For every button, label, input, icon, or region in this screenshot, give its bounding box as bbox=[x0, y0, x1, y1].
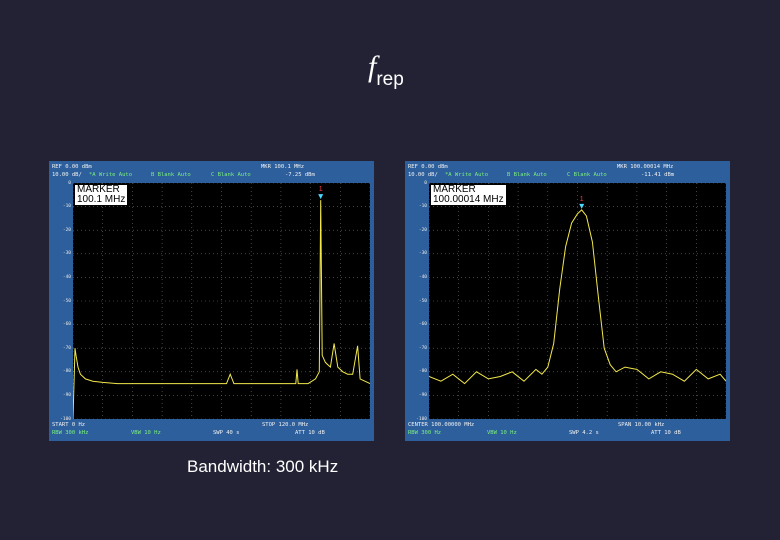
y-tick-label: -60 bbox=[418, 322, 427, 328]
spectrum-trace bbox=[73, 200, 370, 419]
y-tick-label: -10 bbox=[62, 204, 71, 210]
attenuation: ATT 10 dB bbox=[651, 430, 681, 436]
marker-frequency: MKR 100.00014 MHz bbox=[617, 164, 674, 170]
rbw: RBW 300 kHz bbox=[52, 430, 89, 436]
trace-b-mode: B Blank Auto bbox=[151, 172, 191, 178]
y-tick-label: -90 bbox=[418, 392, 427, 398]
y-tick-label: -100 bbox=[60, 416, 71, 422]
title-main: f bbox=[368, 50, 377, 83]
marker-box-title: MARKER bbox=[77, 184, 120, 195]
marker-number-label: 1 bbox=[580, 196, 584, 203]
analyzer-footer: START 0 Hz STOP 120.0 MHz RBW 300 kHz VB… bbox=[49, 421, 374, 439]
spectrum-plot: 1 bbox=[73, 183, 370, 419]
marker-frequency: MKR 100.1 MHz bbox=[261, 164, 305, 170]
y-tick-label: -60 bbox=[62, 322, 71, 328]
marker-number-label: 1 bbox=[319, 186, 323, 193]
marker-level: -11.41 dBm bbox=[641, 172, 675, 178]
y-tick-label: -20 bbox=[62, 227, 71, 233]
spectrum-plot: 1 bbox=[429, 183, 726, 419]
analyzer-screen: 1 MARKER 100.1 MHz bbox=[73, 183, 370, 419]
spectrum-trace bbox=[429, 209, 726, 385]
trace-a-mode: *A Write Auto bbox=[89, 172, 133, 178]
rbw: RBW 300 Hz bbox=[408, 430, 442, 436]
y-tick-label: -90 bbox=[62, 392, 71, 398]
y-tick-label: -40 bbox=[62, 274, 71, 280]
vbw: VBW 10 Hz bbox=[487, 430, 517, 436]
analyzer-screen: 1 MARKER 100.00014 MHz bbox=[429, 183, 726, 419]
y-tick-label: -20 bbox=[418, 227, 427, 233]
sweep-time: SWP 40 s bbox=[213, 430, 240, 436]
marker-diamond bbox=[579, 203, 585, 209]
title-subscript: rep bbox=[376, 69, 404, 90]
y-tick-label: 0 bbox=[68, 180, 71, 186]
y-tick-label: -80 bbox=[62, 369, 71, 375]
trace-a-mode: *A Write Auto bbox=[445, 172, 489, 178]
y-tick-label: -50 bbox=[418, 298, 427, 304]
marker-readout-box: MARKER 100.1 MHz bbox=[75, 184, 128, 205]
attenuation: ATT 10 dB bbox=[295, 430, 325, 436]
spectrum-analyzer-panel-zoom: REF 0.00 dBm 10.00 dB/ *A Write Auto B B… bbox=[405, 161, 730, 441]
start-frequency: START 0 Hz bbox=[52, 422, 86, 428]
analyzer-header: REF 0.00 dBm 10.00 dB/ *A Write Auto B B… bbox=[49, 163, 374, 181]
span: SPAN 10.00 kHz bbox=[618, 422, 665, 428]
y-tick-label: -70 bbox=[418, 345, 427, 351]
spectrum-analyzer-panel-wide: REF 0.00 dBm 10.00 dB/ *A Write Auto B B… bbox=[49, 161, 374, 441]
vbw: VBW 10 Hz bbox=[131, 430, 161, 436]
ref-level: REF 0.00 dBm bbox=[52, 164, 92, 170]
trace-c-mode: C Blank Auto bbox=[567, 172, 607, 178]
trace-c-mode: C Blank Auto bbox=[211, 172, 251, 178]
center-frequency: CENTER 100.00000 MHz bbox=[408, 422, 475, 428]
marker-box-frequency: 100.00014 MHz bbox=[433, 194, 504, 205]
y-tick-label: -80 bbox=[418, 369, 427, 375]
marker-readout-box: MARKER 100.00014 MHz bbox=[431, 185, 506, 205]
y-tick-label: -30 bbox=[418, 251, 427, 257]
marker-box-frequency: 100.1 MHz bbox=[77, 194, 126, 205]
y-tick-label: -70 bbox=[62, 345, 71, 351]
scale: 10.00 dB/ bbox=[52, 172, 82, 178]
y-tick-label: -50 bbox=[62, 298, 71, 304]
analyzer-header: REF 0.00 dBm 10.00 dB/ *A Write Auto B B… bbox=[405, 163, 730, 181]
y-tick-label: -30 bbox=[62, 251, 71, 257]
slide-title: frep bbox=[368, 50, 404, 90]
trace-b-mode: B Blank Auto bbox=[507, 172, 547, 178]
y-tick-label: -10 bbox=[418, 204, 427, 210]
marker-level: -7.25 dBm bbox=[285, 172, 315, 178]
marker-box-title: MARKER bbox=[433, 184, 476, 195]
scale: 10.00 dB/ bbox=[408, 172, 438, 178]
y-tick-label: -40 bbox=[418, 274, 427, 280]
y-tick-label: -100 bbox=[416, 416, 427, 422]
bandwidth-caption: Bandwidth: 300 kHz bbox=[187, 457, 339, 476]
analyzer-footer: CENTER 100.00000 MHz SPAN 10.00 kHz RBW … bbox=[405, 421, 730, 439]
stop-frequency: STOP 120.0 MHz bbox=[262, 422, 309, 428]
marker-diamond bbox=[318, 194, 324, 200]
sweep-time: SWP 4.2 s bbox=[569, 430, 599, 436]
ref-level: REF 0.00 dBm bbox=[408, 164, 448, 170]
y-tick-label: 0 bbox=[424, 180, 427, 186]
